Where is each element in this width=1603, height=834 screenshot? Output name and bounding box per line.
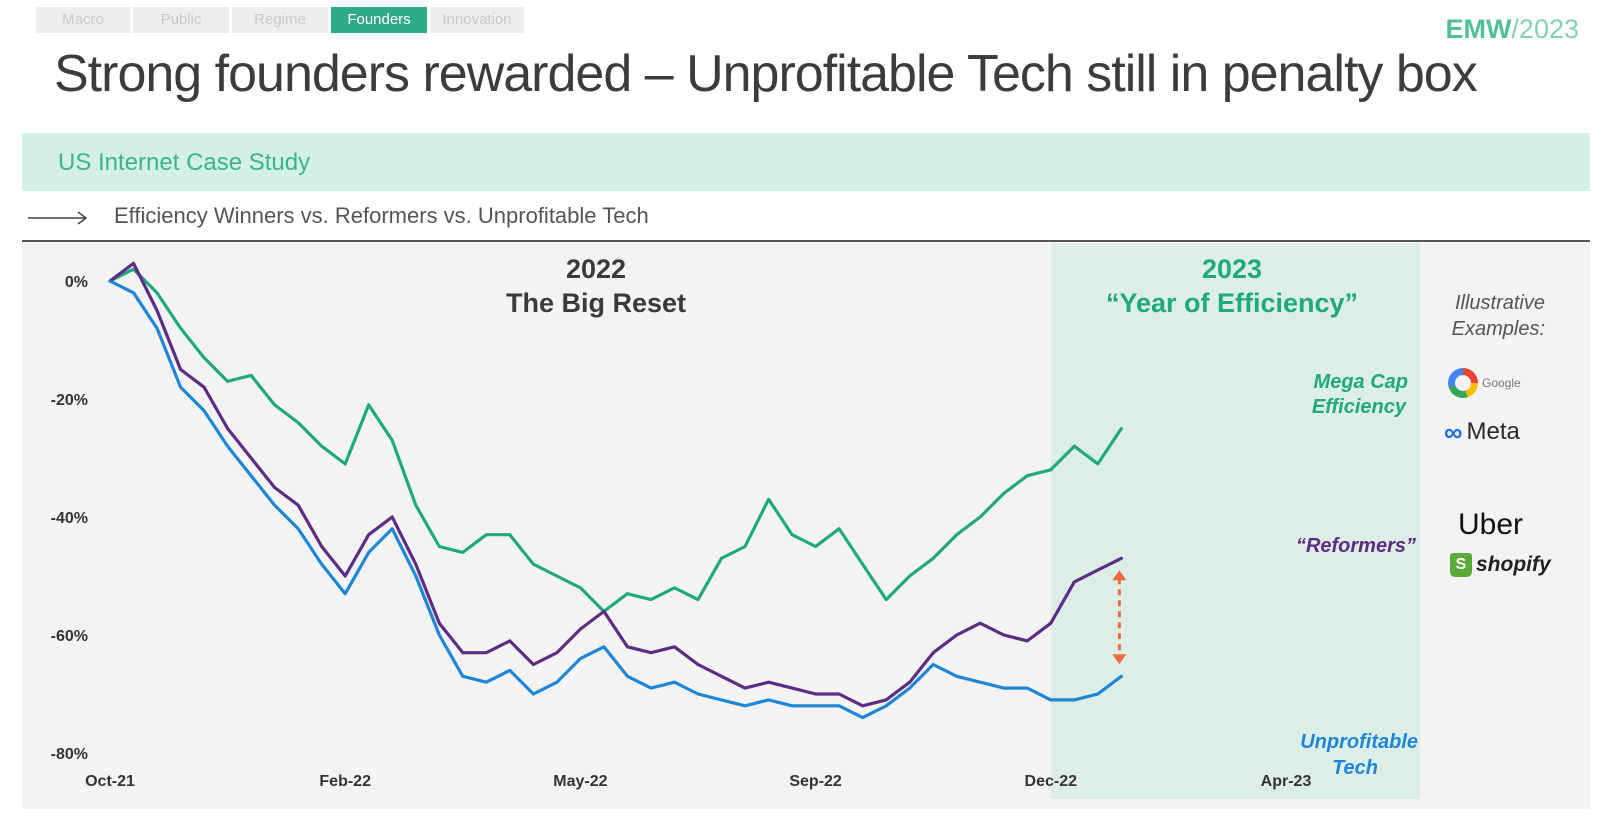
x-tick-label: Dec-22	[1025, 773, 1078, 790]
shopify-logo: S shopify	[1450, 553, 1551, 577]
label-mega-cap-line2: Efficiency	[1312, 396, 1407, 418]
y-tick-label: -20%	[51, 392, 88, 409]
meta-logo: ∞ Meta	[1444, 418, 1520, 446]
tab-macro[interactable]: Macro	[36, 7, 130, 33]
gap-arrow-head-up	[1112, 570, 1127, 581]
x-tick-label: May-22	[553, 773, 607, 790]
tab-innovation[interactable]: Innovation	[430, 7, 524, 33]
x-tick-label: Oct-21	[85, 773, 135, 790]
examples-label: Illustrative Examples:	[1430, 290, 1545, 342]
google-logo: Google	[1448, 368, 1521, 398]
banner-text: US Internet Case Study	[58, 149, 311, 176]
period-2023-label: “Year of Efficiency”	[1106, 288, 1358, 318]
y-tick-label: -40%	[51, 510, 88, 527]
meta-infinity-icon: ∞	[1444, 417, 1463, 447]
x-tick-label: Apr-23	[1261, 773, 1312, 790]
chart-subtitle: Efficiency Winners vs. Reformers vs. Unp…	[114, 203, 649, 228]
arrow-right-icon	[28, 211, 88, 225]
shopify-bag-icon: S	[1450, 553, 1472, 577]
period-2023-year: 2023	[1202, 254, 1262, 284]
brand-logo: EMW/2023	[1445, 14, 1579, 45]
series-line-reformers	[108, 261, 1123, 708]
case-study-banner: US Internet Case Study	[22, 133, 1590, 191]
divider	[22, 240, 1590, 242]
brand-name: EMW	[1445, 14, 1512, 44]
label-mega-cap-line1: Mega Cap	[1314, 371, 1408, 393]
period-2022-label: The Big Reset	[506, 288, 686, 318]
period-2022-year: 2022	[566, 254, 626, 284]
y-tick-label: 0%	[65, 274, 88, 291]
series-line-mega-cap	[108, 267, 1123, 613]
examples-label-line2: Examples:	[1451, 318, 1545, 340]
tab-founders[interactable]: Founders	[331, 7, 427, 33]
x-tick-label: Sep-22	[789, 773, 842, 790]
label-reformers: “Reformers”	[1296, 535, 1416, 557]
x-tick-label: Feb-22	[319, 773, 371, 790]
label-unprofitable-line1: Unprofitable	[1300, 731, 1418, 753]
section-nav: Macro Public Regime Founders Innovation	[36, 7, 524, 33]
google-g-icon	[1448, 368, 1478, 398]
y-tick-label: -80%	[51, 746, 88, 763]
uber-logo: Uber	[1458, 508, 1524, 541]
series-line-unprofitable	[108, 279, 1123, 720]
label-unprofitable-line2: Tech	[1332, 757, 1378, 779]
meta-wordmark: Meta	[1466, 418, 1520, 445]
page-title: Strong founders rewarded – Unprofitable …	[54, 45, 1478, 103]
year-2023-highlight	[1050, 243, 1420, 799]
google-wordmark: Google	[1482, 376, 1521, 390]
gap-arrow	[1112, 570, 1127, 665]
brand-year: /2023	[1511, 14, 1579, 44]
gap-arrow-head-down	[1112, 654, 1127, 665]
y-tick-label: -60%	[51, 628, 88, 645]
shopify-wordmark: shopify	[1476, 553, 1551, 576]
tab-regime[interactable]: Regime	[232, 7, 328, 33]
examples-label-line1: Illustrative	[1454, 292, 1545, 314]
tab-public[interactable]: Public	[133, 7, 229, 33]
